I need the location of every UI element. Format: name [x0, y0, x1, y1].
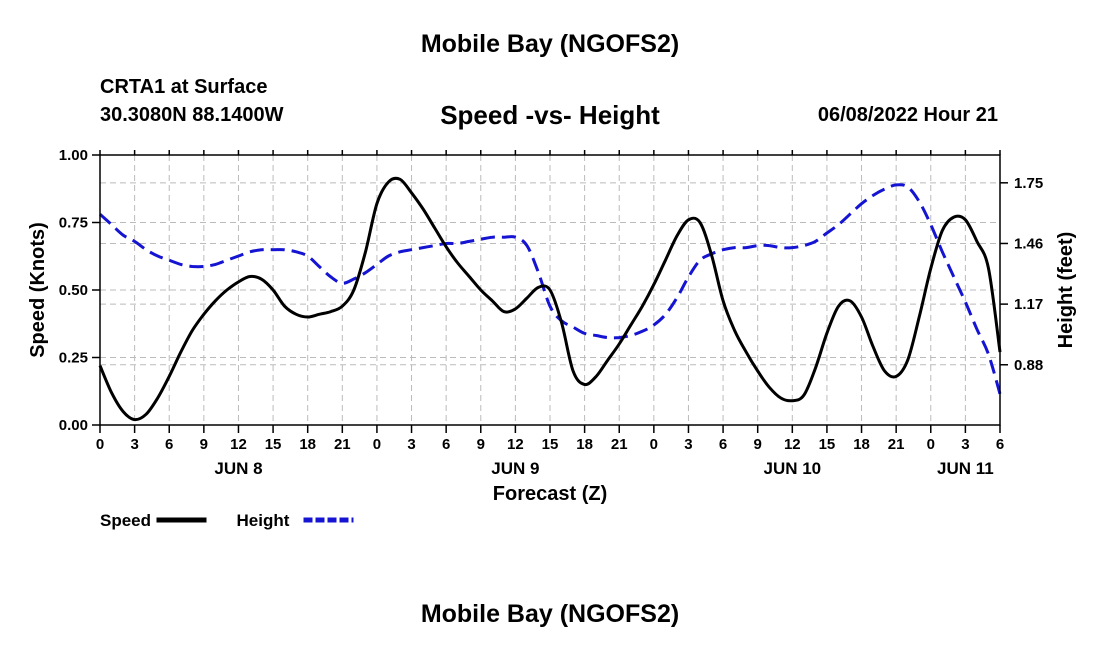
y-tick-label: 0.25 — [59, 350, 88, 367]
x-tick-label: 0 — [96, 436, 104, 453]
y-tick-label: 0.00 — [59, 417, 88, 434]
day-label: JUN 11 — [937, 459, 994, 478]
coordinates-label: 30.3080N 88.1400W — [100, 104, 284, 126]
x-tick-label: 0 — [373, 436, 381, 453]
x-tick-label: 6 — [165, 436, 173, 453]
series-line-speed — [98, 176, 1002, 422]
legend-label-speed: Speed — [100, 511, 151, 530]
x-tick-label: 3 — [407, 436, 415, 453]
x-tick-label: 15 — [265, 436, 282, 453]
y-axis-label: Speed (Knots) — [27, 222, 49, 358]
day-label: JUN 9 — [491, 459, 539, 478]
x-tick-label: 3 — [684, 436, 692, 453]
y2-tick-label: 1.17 — [1014, 296, 1043, 313]
series-layer — [98, 176, 1002, 422]
y2-tick-label: 1.46 — [1014, 235, 1043, 252]
day-label: JUN 8 — [214, 459, 262, 478]
day-label: JUN 10 — [763, 459, 821, 478]
y2-tick-label: 0.88 — [1014, 357, 1043, 374]
x-tick-label: 9 — [754, 436, 762, 453]
legend-label-height: Height — [237, 511, 290, 530]
x-tick-label: 12 — [230, 436, 247, 453]
station-label: CRTA1 at Surface — [100, 76, 268, 98]
x-tick-label: 18 — [299, 436, 316, 453]
x-tick-label: 21 — [334, 436, 351, 453]
x-tick-label: 15 — [542, 436, 559, 453]
x-tick-label: 3 — [130, 436, 138, 453]
speed-height-chart: 0 3 6 9 12 15 18 21 0 3 6 9 12 15 18 21 0 3 6 9 12 15 18 21 0 3 6J… — [27, 147, 1077, 530]
x-tick-label: 9 — [477, 436, 485, 453]
x-tick-label: 12 — [784, 436, 801, 453]
axis-ticks: 0 3 6 9 12 15 18 21 0 3 6 9 12 15 18 21 0 3 6 9 12 15 18 21 0 3 6J… — [59, 147, 1043, 478]
legend: Speed Height — [100, 511, 354, 530]
x-tick-label: 9 — [200, 436, 208, 453]
x-tick-label: 18 — [576, 436, 593, 453]
x-tick-label: 0 — [927, 436, 935, 453]
y2-tick-label: 1.75 — [1014, 175, 1043, 192]
forecast-datetime: 06/08/2022 Hour 21 — [817, 104, 998, 126]
y-tick-label: 1.00 — [59, 147, 88, 164]
x-tick-label: 6 — [996, 436, 1004, 453]
grid-lines — [100, 155, 1000, 425]
y-tick-label: 0.50 — [59, 282, 88, 299]
x-tick-label: 21 — [611, 436, 628, 453]
series-line-height — [98, 183, 1002, 395]
x-tick-label: 6 — [442, 436, 450, 453]
x-axis-label: Forecast (Z) — [493, 483, 607, 505]
footer-title: Mobile Bay (NGOFS2) — [420, 600, 680, 628]
x-tick-label: 15 — [819, 436, 836, 453]
x-tick-label: 12 — [507, 436, 524, 453]
y-tick-label: 0.75 — [59, 215, 88, 232]
x-tick-label: 6 — [719, 436, 727, 453]
x-tick-label: 3 — [961, 436, 969, 453]
x-tick-label: 21 — [888, 436, 905, 453]
page-title: Mobile Bay (NGOFS2) — [420, 30, 680, 58]
x-tick-label: 18 — [853, 436, 870, 453]
y2-axis-label: Height (feet) — [1055, 232, 1077, 349]
x-tick-label: 0 — [650, 436, 658, 453]
chart-title: Speed -vs- Height — [440, 100, 660, 130]
